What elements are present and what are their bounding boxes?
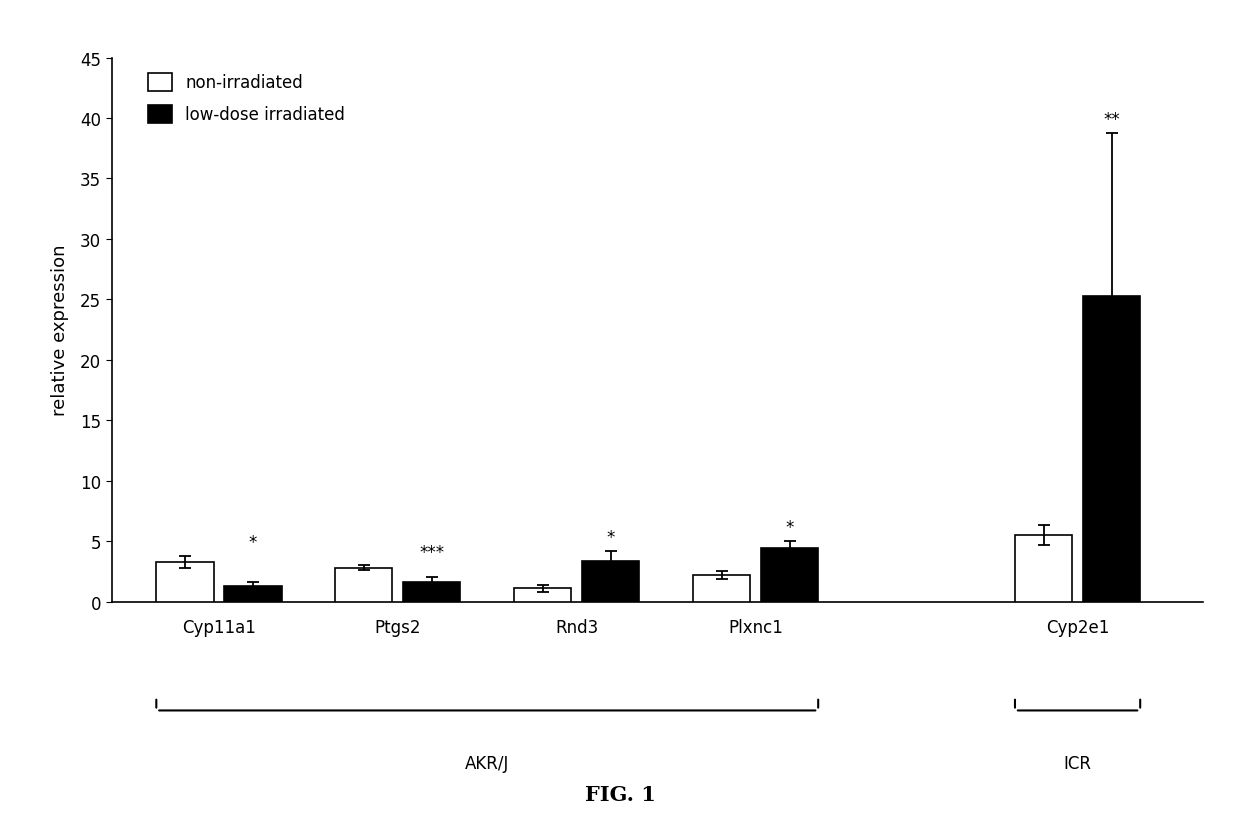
Bar	[1083, 297, 1141, 602]
Bar	[156, 562, 213, 602]
Legend: non-irradiated, low-dose irradiated: non-irradiated, low-dose irradiated	[141, 67, 352, 130]
Bar	[582, 561, 640, 602]
Bar	[761, 548, 818, 602]
Text: *: *	[606, 528, 615, 547]
Bar	[335, 568, 392, 602]
Y-axis label: relative expression: relative expression	[51, 245, 69, 415]
Bar	[403, 583, 460, 602]
Bar	[1016, 536, 1073, 602]
Text: *: *	[785, 518, 794, 537]
Bar	[224, 586, 281, 602]
Text: ***: ***	[419, 543, 444, 561]
Text: AKR/J: AKR/J	[465, 754, 510, 772]
Text: **: **	[1104, 110, 1120, 129]
Text: FIG. 1: FIG. 1	[584, 784, 656, 804]
Bar	[693, 575, 750, 602]
Text: ICR: ICR	[1064, 754, 1091, 772]
Bar	[515, 589, 572, 602]
Text: *: *	[249, 533, 257, 551]
